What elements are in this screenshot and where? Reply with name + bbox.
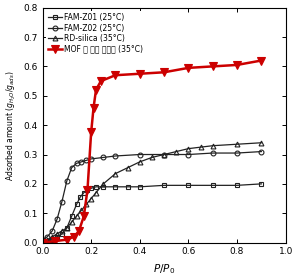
MOF 계 수분 흡착제 (35°C)	[53, 239, 56, 243]
RD-silica (35°C)	[150, 156, 154, 159]
FAM-Z01 (25°C)	[138, 185, 142, 188]
FAM-Z01 (25°C)	[55, 235, 59, 239]
FAM-Z02 (25°C)	[235, 151, 239, 155]
FAM-Z01 (25°C)	[65, 226, 69, 230]
MOF 계 수분 흡착제 (35°C)	[72, 235, 76, 239]
Y-axis label: Adsorbed amount ($g_{H_2O}/g_{ads}$): Adsorbed amount ($g_{H_2O}/g_{ads}$)	[4, 70, 18, 181]
RD-silica (35°C)	[199, 146, 202, 149]
RD-silica (35°C)	[75, 214, 78, 218]
MOF 계 수분 흡착제 (35°C)	[162, 71, 166, 74]
FAM-Z02 (25°C)	[60, 200, 64, 203]
FAM-Z01 (25°C)	[102, 185, 105, 188]
MOF 계 수분 흡착제 (35°C)	[82, 214, 86, 218]
FAM-Z01 (25°C)	[60, 232, 64, 235]
RD-silica (35°C)	[211, 144, 214, 147]
FAM-Z02 (25°C)	[65, 179, 69, 183]
FAM-Z01 (25°C)	[41, 241, 44, 244]
RD-silica (35°C)	[114, 172, 117, 175]
FAM-Z02 (25°C)	[41, 238, 44, 241]
FAM-Z01 (25°C)	[260, 182, 263, 186]
RD-silica (35°C)	[138, 160, 142, 164]
RD-silica (35°C)	[187, 147, 190, 150]
RD-silica (35°C)	[235, 143, 239, 146]
FAM-Z02 (25°C)	[260, 150, 263, 153]
FAM-Z01 (25°C)	[126, 185, 129, 188]
RD-silica (35°C)	[55, 232, 59, 235]
RD-silica (35°C)	[84, 203, 88, 206]
FAM-Z02 (25°C)	[55, 218, 59, 221]
FAM-Z02 (25°C)	[50, 229, 54, 233]
Legend: FAM-Z01 (25°C), FAM-Z02 (25°C), RD-silica (35°C), MOF 계 수분 흡착제 (35°C): FAM-Z01 (25°C), FAM-Z02 (25°C), RD-silic…	[46, 11, 144, 55]
FAM-Z01 (25°C)	[86, 188, 89, 192]
FAM-Z02 (25°C)	[84, 159, 88, 162]
FAM-Z01 (25°C)	[94, 185, 98, 188]
Line: RD-silica (35°C): RD-silica (35°C)	[40, 140, 264, 245]
RD-silica (35°C)	[80, 209, 83, 212]
RD-silica (35°C)	[162, 153, 166, 156]
RD-silica (35°C)	[60, 229, 64, 233]
FAM-Z01 (25°C)	[75, 203, 78, 206]
FAM-Z02 (25°C)	[102, 156, 105, 159]
FAM-Z01 (25°C)	[78, 195, 82, 199]
RD-silica (35°C)	[102, 182, 105, 186]
FAM-Z01 (25°C)	[50, 238, 54, 241]
RD-silica (35°C)	[41, 241, 44, 244]
Line: FAM-Z02 (25°C): FAM-Z02 (25°C)	[40, 149, 264, 242]
RD-silica (35°C)	[70, 220, 73, 224]
FAM-Z02 (25°C)	[211, 151, 214, 155]
FAM-Z01 (25°C)	[162, 184, 166, 187]
FAM-Z02 (25°C)	[162, 153, 166, 156]
RD-silica (35°C)	[89, 197, 93, 200]
FAM-Z01 (25°C)	[45, 239, 49, 243]
FAM-Z01 (25°C)	[70, 214, 73, 218]
FAM-Z01 (25°C)	[187, 184, 190, 187]
FAM-Z01 (25°C)	[89, 186, 93, 190]
FAM-Z01 (25°C)	[211, 184, 214, 187]
MOF 계 수분 흡착제 (35°C)	[138, 72, 142, 75]
MOF 계 수분 흡착제 (35°C)	[92, 106, 95, 109]
MOF 계 수분 흡착제 (35°C)	[65, 238, 69, 241]
FAM-Z02 (25°C)	[138, 153, 142, 156]
MOF 계 수분 흡착제 (35°C)	[114, 74, 117, 77]
MOF 계 수분 흡착제 (35°C)	[41, 241, 44, 244]
X-axis label: $\mathit{P/P_0}$: $\mathit{P/P_0}$	[153, 262, 175, 276]
RD-silica (35°C)	[45, 238, 49, 241]
MOF 계 수분 흡착제 (35°C)	[260, 59, 263, 62]
RD-silica (35°C)	[65, 226, 69, 230]
FAM-Z01 (25°C)	[235, 184, 239, 187]
MOF 계 수분 흡착제 (35°C)	[187, 66, 190, 69]
MOF 계 수분 흡착제 (35°C)	[94, 88, 98, 92]
FAM-Z01 (25°C)	[114, 185, 117, 188]
FAM-Z02 (25°C)	[45, 235, 49, 239]
FAM-Z02 (25°C)	[89, 157, 93, 161]
FAM-Z02 (25°C)	[70, 166, 73, 169]
MOF 계 수분 흡착제 (35°C)	[99, 80, 103, 83]
RD-silica (35°C)	[50, 235, 54, 239]
MOF 계 수분 흡착제 (35°C)	[77, 229, 81, 233]
Line: FAM-Z01 (25°C): FAM-Z01 (25°C)	[40, 181, 264, 245]
FAM-Z02 (25°C)	[80, 160, 83, 164]
MOF 계 수분 흡착제 (35°C)	[235, 63, 239, 67]
FAM-Z02 (25°C)	[75, 162, 78, 165]
MOF 계 수분 흡착제 (35°C)	[86, 188, 89, 192]
FAM-Z01 (25°C)	[82, 191, 86, 194]
FAM-Z02 (25°C)	[187, 153, 190, 156]
Line: MOF 계 수분 흡착제 (35°C): MOF 계 수분 흡착제 (35°C)	[39, 57, 265, 246]
MOF 계 수분 흡착제 (35°C)	[89, 131, 93, 134]
RD-silica (35°C)	[174, 150, 178, 153]
FAM-Z02 (25°C)	[114, 154, 117, 158]
MOF 계 수분 흡착제 (35°C)	[211, 65, 214, 68]
RD-silica (35°C)	[260, 141, 263, 144]
RD-silica (35°C)	[126, 166, 129, 169]
RD-silica (35°C)	[94, 191, 98, 194]
